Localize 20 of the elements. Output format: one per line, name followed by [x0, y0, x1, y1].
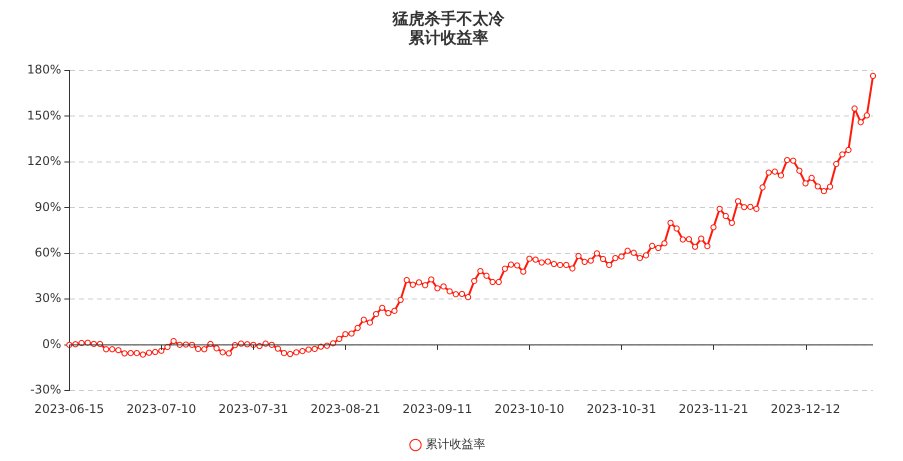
- y-tick-label: 60%: [34, 245, 62, 260]
- y-tick-label: 180%: [26, 62, 62, 77]
- x-tick-label: 2023-10-31: [586, 402, 656, 416]
- x-tick-label: 2023-07-10: [126, 402, 196, 416]
- y-tick-label: 120%: [26, 154, 62, 168]
- legend-label: 累计收益率: [426, 437, 486, 452]
- x-tick-label: 2023-08-21: [310, 402, 380, 416]
- y-tick-label: -30%: [30, 382, 62, 397]
- y-tick-label: 0%: [42, 336, 62, 351]
- x-tick-label: 2023-10-10: [494, 402, 564, 416]
- x-tick-label: 2023-07-31: [218, 402, 288, 416]
- y-tick-label: 30%: [34, 291, 62, 306]
- x-tick-label: 2023-09-11: [402, 402, 472, 416]
- x-tick-label: 2023-11-21: [678, 402, 748, 416]
- chart-title: 猛虎杀手不太冷: [392, 8, 506, 28]
- chart-subtitle: 累计收益率: [408, 28, 488, 47]
- x-tick-label: 2023-12-12: [770, 402, 840, 416]
- x-tick-label: 2023-06-15: [34, 402, 104, 416]
- y-tick-label: 90%: [34, 200, 62, 214]
- y-tick-label: 150%: [26, 108, 62, 122]
